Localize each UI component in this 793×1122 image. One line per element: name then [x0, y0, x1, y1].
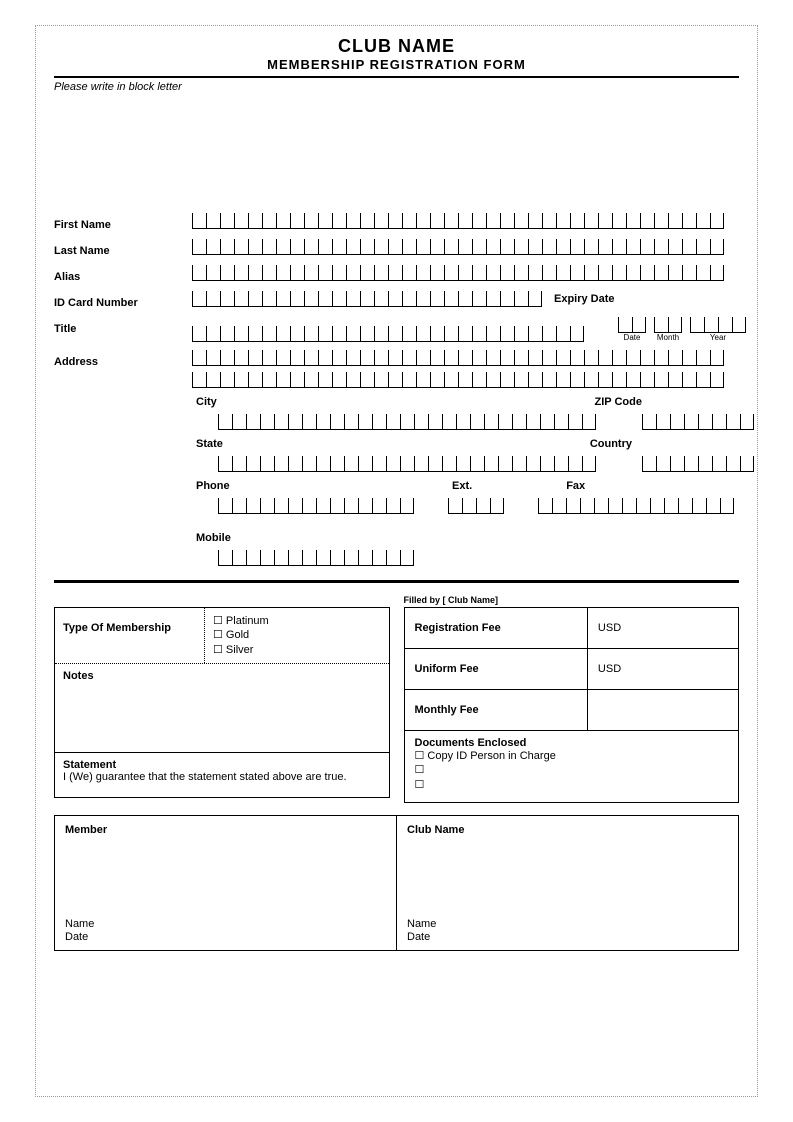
- address-line2-boxes[interactable]: [192, 372, 739, 388]
- document-item[interactable]: ☐: [415, 778, 729, 792]
- phone-label: Phone: [192, 480, 252, 494]
- month-sublabel: Month: [654, 333, 682, 342]
- signature-row: Member Name Date Club Name Name Date: [54, 815, 739, 951]
- document-item[interactable]: ☐: [415, 763, 729, 777]
- fax-boxes[interactable]: [538, 498, 734, 514]
- country-label: Country: [586, 438, 636, 452]
- membership-option[interactable]: ☐ Silver: [213, 643, 269, 657]
- zip-label: ZIP Code: [591, 396, 646, 410]
- registration-fee-value[interactable]: USD: [588, 608, 738, 648]
- member-sig-title: Member: [65, 824, 386, 836]
- alias-label: Alias: [54, 265, 192, 283]
- first-name-label: First Name: [54, 213, 192, 231]
- member-signature-cell: Member Name Date: [55, 816, 397, 950]
- registration-fee-row: Registration Fee USD: [405, 608, 739, 649]
- club-sig-title: Club Name: [407, 824, 728, 836]
- expiry-date-label: Expiry Date: [550, 293, 619, 307]
- club-name-label: Name: [407, 918, 728, 931]
- documents-title: Documents Enclosed: [415, 737, 729, 749]
- title-boxes[interactable]: [192, 326, 584, 342]
- membership-option[interactable]: ☐ Gold: [213, 628, 269, 642]
- zip-boxes[interactable]: [642, 414, 754, 430]
- club-signature-cell: Club Name Name Date: [397, 816, 738, 950]
- uniform-fee-value[interactable]: USD: [588, 649, 738, 689]
- monthly-fee-label: Monthly Fee: [405, 690, 588, 730]
- last-name-row: Last Name: [54, 239, 739, 257]
- membership-type-label: Type Of Membership: [55, 608, 205, 663]
- statement-title: Statement: [63, 759, 381, 771]
- registration-fee-label: Registration Fee: [405, 608, 588, 648]
- state-label: State: [192, 438, 252, 452]
- fax-label: Fax: [562, 480, 589, 494]
- date-boxes[interactable]: [618, 317, 646, 333]
- state-country-row: State Country: [54, 438, 739, 472]
- page-frame: CLUB NAME MEMBERSHIP REGISTRATION FORM P…: [35, 25, 758, 1097]
- statement-text: I (We) guarantee that the statement stat…: [63, 771, 381, 783]
- membership-box: Type Of Membership ☐ Platinum☐ Gold☐ Sil…: [54, 607, 390, 753]
- fields-section: First Name Last Name Alias ID Card Numbe…: [54, 213, 739, 566]
- address-line1-boxes[interactable]: [192, 350, 739, 366]
- filled-by-label: Filled by [ Club Name]: [404, 595, 740, 605]
- member-name-label: Name: [65, 918, 386, 931]
- month-boxes[interactable]: [654, 317, 682, 333]
- state-boxes[interactable]: [218, 456, 596, 472]
- year-sublabel: Year: [690, 333, 746, 342]
- club-date-label: Date: [407, 931, 728, 944]
- year-boxes[interactable]: [690, 317, 746, 333]
- notes-label: Notes: [55, 664, 389, 752]
- mobile-row: Mobile: [54, 532, 739, 566]
- lower-section: Type Of Membership ☐ Platinum☐ Gold☐ Sil…: [54, 595, 739, 803]
- first-name-boxes[interactable]: [192, 213, 739, 229]
- phone-boxes[interactable]: [218, 498, 414, 514]
- phone-row: Phone Ext. Fax: [54, 480, 739, 514]
- fee-table: Registration Fee USD Uniform Fee USD Mon…: [404, 607, 740, 731]
- last-name-boxes[interactable]: [192, 239, 739, 255]
- statement-box: Statement I (We) guarantee that the stat…: [54, 753, 390, 798]
- uniform-fee-row: Uniform Fee USD: [405, 649, 739, 690]
- address-row: Address: [54, 350, 739, 388]
- section-divider: [54, 580, 739, 583]
- title-row: Title Date Month Year: [54, 317, 739, 342]
- address-label: Address: [54, 350, 192, 368]
- header-divider: [54, 76, 739, 78]
- ext-label: Ext.: [448, 480, 476, 494]
- id-card-row: ID Card Number Expiry Date: [54, 291, 739, 309]
- ext-boxes[interactable]: [448, 498, 504, 514]
- city-zip-row: City ZIP Code: [54, 396, 739, 430]
- title-label: Title: [54, 317, 192, 335]
- club-name-title: CLUB NAME: [54, 36, 739, 57]
- alias-row: Alias: [54, 265, 739, 283]
- membership-options[interactable]: ☐ Platinum☐ Gold☐ Silver: [205, 608, 277, 663]
- id-card-boxes[interactable]: [192, 291, 542, 307]
- city-boxes[interactable]: [218, 414, 596, 430]
- last-name-label: Last Name: [54, 239, 192, 257]
- date-sublabel: Date: [618, 333, 646, 342]
- documents-box: Documents Enclosed ☐ Copy ID Person in C…: [404, 731, 740, 803]
- first-name-row: First Name: [54, 213, 739, 231]
- alias-boxes[interactable]: [192, 265, 739, 281]
- mobile-label: Mobile: [192, 532, 252, 546]
- mobile-boxes[interactable]: [218, 550, 414, 566]
- country-boxes[interactable]: [642, 456, 754, 472]
- document-item[interactable]: ☐ Copy ID Person in Charge: [415, 749, 729, 763]
- monthly-fee-value[interactable]: [588, 690, 738, 730]
- form-title: MEMBERSHIP REGISTRATION FORM: [54, 57, 739, 72]
- membership-option[interactable]: ☐ Platinum: [213, 614, 269, 628]
- city-label: City: [192, 396, 252, 410]
- uniform-fee-label: Uniform Fee: [405, 649, 588, 689]
- member-date-label: Date: [65, 931, 386, 944]
- instruction-text: Please write in block letter: [54, 81, 739, 93]
- monthly-fee-row: Monthly Fee: [405, 690, 739, 730]
- id-card-label: ID Card Number: [54, 291, 192, 309]
